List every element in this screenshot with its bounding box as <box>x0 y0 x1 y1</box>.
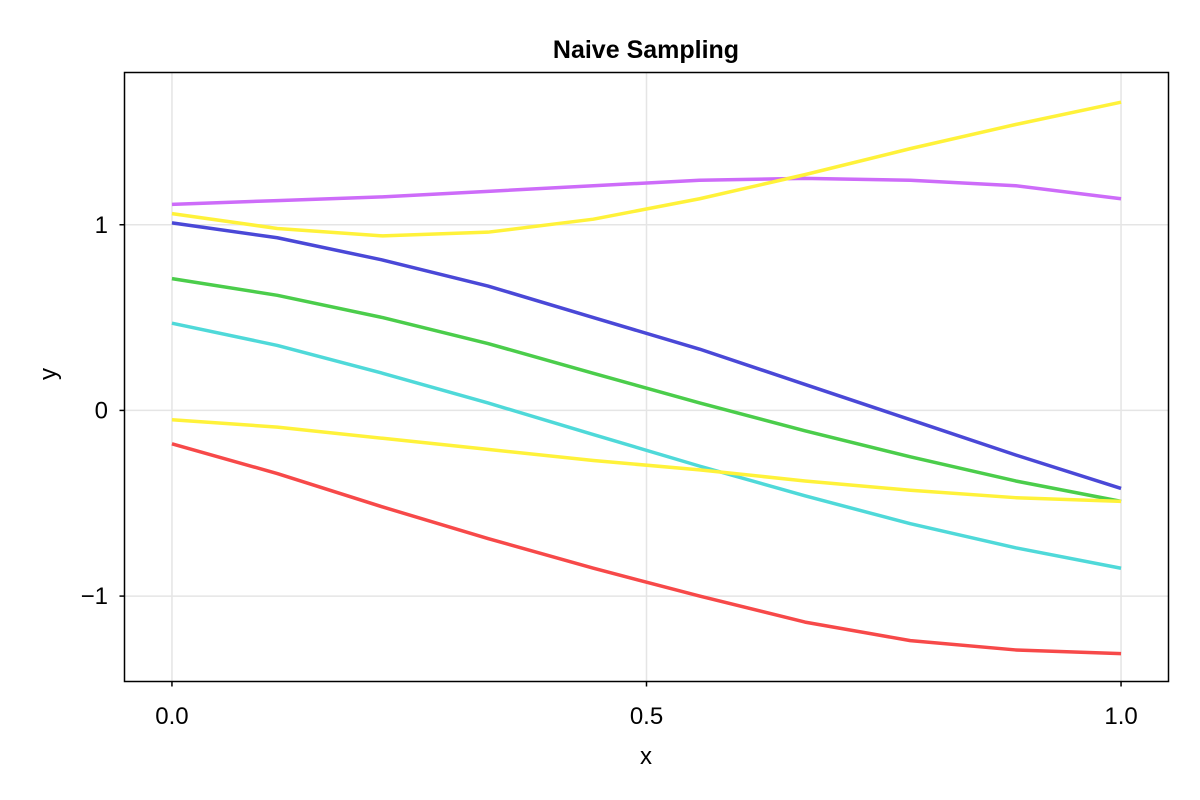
series-line-1 <box>171 176 1122 207</box>
series-line-3 <box>171 221 1122 491</box>
x-axis-label: x <box>640 743 652 770</box>
series-line-4 <box>171 276 1122 504</box>
x-tick-label: 1.0 <box>1104 703 1137 730</box>
grid <box>124 72 1169 682</box>
y-axis-label: y <box>35 368 62 380</box>
series-group <box>171 100 1122 656</box>
series-line-5 <box>171 321 1122 570</box>
axis-ticks: 0.0 0.5 1.0 −1 0 1 <box>81 212 1138 730</box>
series-line-6 <box>171 417 1122 504</box>
series-line-2 <box>171 100 1122 238</box>
chart-title: Naive Sampling <box>553 36 739 64</box>
x-tick-label: 0.5 <box>630 703 663 730</box>
y-tick-label: −1 <box>81 583 108 610</box>
series-line-7 <box>171 442 1122 656</box>
y-tick-label: 1 <box>95 212 108 239</box>
x-tick-label: 0.0 <box>155 703 188 730</box>
y-tick-label: 0 <box>95 397 108 424</box>
